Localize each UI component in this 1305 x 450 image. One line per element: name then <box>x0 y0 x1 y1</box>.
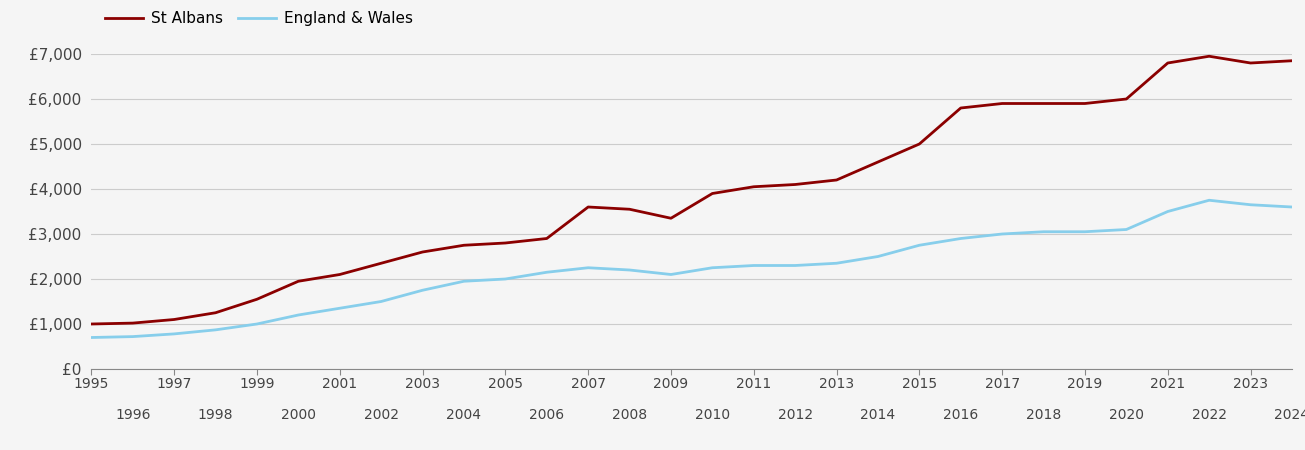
St Albans <box>1077 101 1092 106</box>
England & Wales <box>1036 229 1052 234</box>
England & Wales <box>207 327 223 333</box>
England & Wales <box>1077 229 1092 234</box>
St Albans <box>166 317 181 322</box>
St Albans <box>415 249 431 255</box>
England & Wales <box>870 254 886 259</box>
England & Wales <box>663 272 679 277</box>
England & Wales <box>621 267 637 273</box>
Text: 2002: 2002 <box>364 408 398 422</box>
Text: 2012: 2012 <box>778 408 813 422</box>
England & Wales <box>166 331 181 337</box>
England & Wales <box>497 276 513 282</box>
St Albans <box>911 141 927 147</box>
England & Wales <box>373 299 389 304</box>
St Albans <box>1118 96 1134 102</box>
England & Wales <box>746 263 762 268</box>
St Albans <box>1284 58 1300 63</box>
Text: 2008: 2008 <box>612 408 647 422</box>
England & Wales <box>1118 227 1134 232</box>
England & Wales <box>415 288 431 293</box>
Legend: St Albans, England & Wales: St Albans, England & Wales <box>99 5 419 32</box>
England & Wales <box>125 334 141 339</box>
St Albans <box>787 182 803 187</box>
England & Wales <box>581 265 596 270</box>
England & Wales <box>1284 204 1300 210</box>
England & Wales <box>539 270 555 275</box>
St Albans <box>457 243 472 248</box>
St Albans <box>539 236 555 241</box>
St Albans <box>291 279 307 284</box>
St Albans <box>1202 54 1218 59</box>
St Albans <box>621 207 637 212</box>
England & Wales <box>457 279 472 284</box>
Line: St Albans: St Albans <box>91 56 1292 324</box>
Text: 2022: 2022 <box>1191 408 1227 422</box>
England & Wales <box>331 306 347 311</box>
England & Wales <box>1202 198 1218 203</box>
St Albans <box>994 101 1010 106</box>
St Albans <box>663 216 679 221</box>
England & Wales <box>84 335 99 340</box>
England & Wales <box>291 312 307 318</box>
St Albans <box>331 272 347 277</box>
England & Wales <box>787 263 803 268</box>
St Albans <box>581 204 596 210</box>
St Albans <box>829 177 844 183</box>
St Albans <box>705 191 720 196</box>
St Albans <box>207 310 223 315</box>
St Albans <box>125 320 141 326</box>
England & Wales <box>953 236 968 241</box>
St Albans <box>84 321 99 327</box>
St Albans <box>497 240 513 246</box>
England & Wales <box>249 321 265 327</box>
Text: 2006: 2006 <box>530 408 564 422</box>
England & Wales <box>994 231 1010 237</box>
St Albans <box>1160 60 1176 66</box>
St Albans <box>249 297 265 302</box>
Text: 2024: 2024 <box>1275 408 1305 422</box>
Text: 1996: 1996 <box>115 408 150 422</box>
Line: England & Wales: England & Wales <box>91 200 1292 338</box>
England & Wales <box>911 243 927 248</box>
Text: 2010: 2010 <box>694 408 729 422</box>
Text: 1998: 1998 <box>198 408 234 422</box>
St Albans <box>746 184 762 189</box>
Text: 2000: 2000 <box>281 408 316 422</box>
St Albans <box>953 105 968 111</box>
Text: 2014: 2014 <box>860 408 895 422</box>
Text: 2016: 2016 <box>944 408 979 422</box>
Text: 2018: 2018 <box>1026 408 1061 422</box>
St Albans <box>870 159 886 165</box>
St Albans <box>1242 60 1258 66</box>
St Albans <box>1036 101 1052 106</box>
England & Wales <box>705 265 720 270</box>
St Albans <box>373 261 389 266</box>
Text: 2020: 2020 <box>1109 408 1144 422</box>
England & Wales <box>1242 202 1258 207</box>
England & Wales <box>1160 209 1176 214</box>
Text: 2004: 2004 <box>446 408 482 422</box>
England & Wales <box>829 261 844 266</box>
